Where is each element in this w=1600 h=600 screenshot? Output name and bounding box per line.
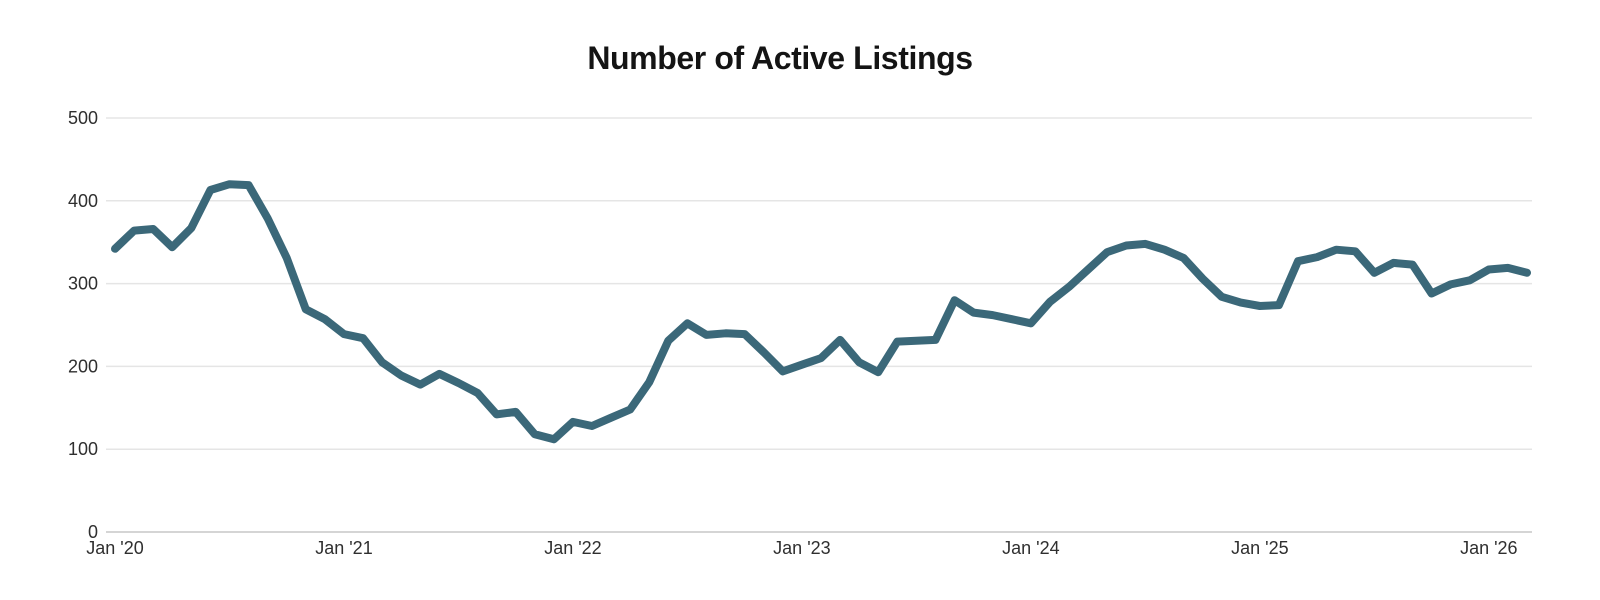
y-tick-label: 100: [68, 439, 98, 459]
chart-title: Number of Active Listings: [587, 40, 973, 76]
y-tick-label: 500: [68, 108, 98, 128]
x-tick-label: Jan '21: [315, 538, 372, 558]
y-tick-label: 400: [68, 191, 98, 211]
y-tick-label: 0: [88, 522, 98, 542]
x-tick-label: Jan '26: [1460, 538, 1517, 558]
x-tick-label: Jan '25: [1231, 538, 1288, 558]
x-tick-label: Jan '22: [544, 538, 601, 558]
x-tick-label: Jan '23: [773, 538, 830, 558]
y-tick-label: 300: [68, 274, 98, 294]
series-line-active-listings: [111, 180, 1531, 444]
x-tick-label: Jan '24: [1002, 538, 1059, 558]
y-tick-label: 200: [68, 356, 98, 376]
x-tick-label: Jan '20: [86, 538, 143, 558]
